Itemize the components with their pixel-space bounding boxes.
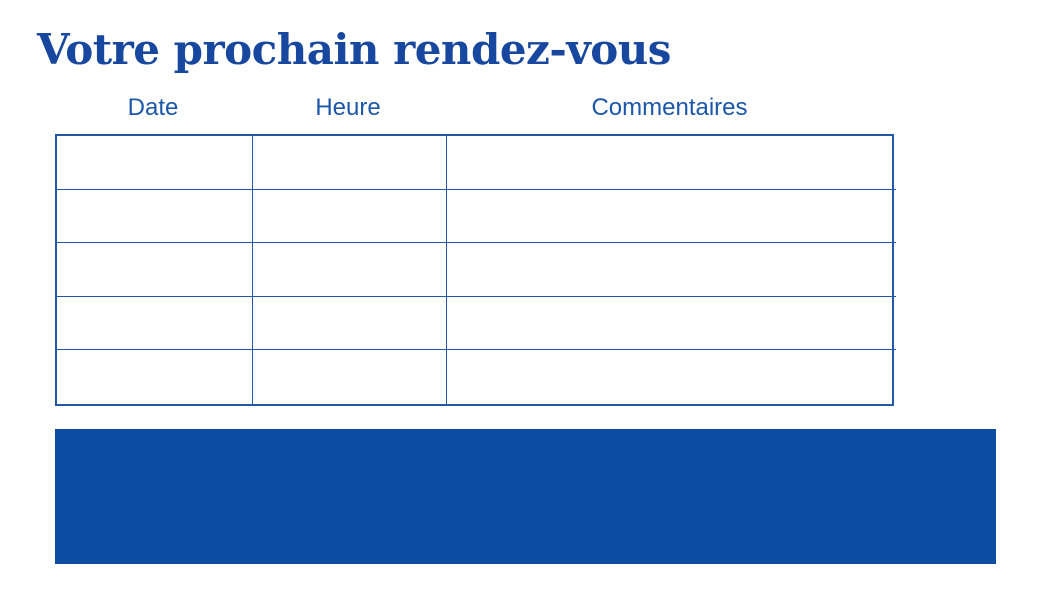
table-cell bbox=[57, 136, 253, 190]
table-cell bbox=[447, 350, 896, 404]
footer-banner bbox=[55, 429, 996, 564]
table-cell bbox=[253, 189, 447, 244]
table-cell bbox=[57, 189, 253, 244]
appointments-table bbox=[55, 134, 896, 406]
table-cell bbox=[253, 136, 447, 190]
table-header-row: Date Heure Commentaires bbox=[55, 94, 894, 122]
table-cell bbox=[447, 297, 896, 351]
table-cell bbox=[253, 350, 447, 404]
column-header-commentaires: Commentaires bbox=[591, 94, 748, 121]
table-cell bbox=[253, 243, 447, 297]
column-header-date: Date bbox=[127, 94, 179, 121]
page-title: Votre prochain rendez-vous bbox=[37, 25, 671, 74]
table-cell bbox=[447, 190, 896, 244]
column-header-heure: Heure bbox=[315, 94, 381, 121]
table-cell bbox=[447, 243, 896, 297]
table-cell bbox=[57, 296, 253, 351]
table-cell bbox=[57, 243, 253, 297]
table-cell bbox=[447, 136, 896, 190]
table-cell bbox=[253, 296, 447, 351]
table-cell bbox=[57, 350, 253, 404]
